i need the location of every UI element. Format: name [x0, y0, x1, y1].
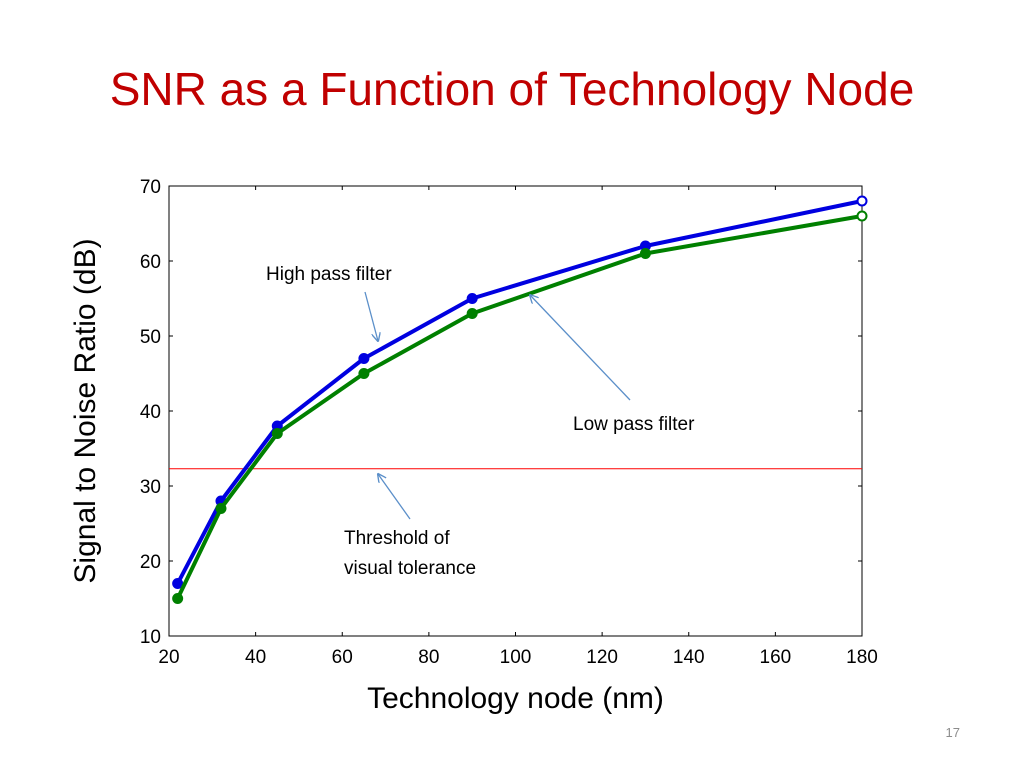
plot-frame [168, 185, 863, 637]
high-pass-point [172, 578, 184, 589]
low-pass-point [358, 368, 370, 379]
x-tick-label: 80 [418, 647, 439, 668]
annotation-layer: High pass filter Low pass filter Thresho… [266, 264, 695, 579]
y-tick-label: 70 [140, 177, 161, 198]
y-tick-label: 60 [140, 252, 161, 273]
high-pass-point [466, 293, 478, 304]
x-tick-label: 120 [586, 647, 618, 668]
high-pass-series-line [175, 199, 863, 585]
low-pass-point [271, 428, 283, 439]
threshold-arrow [378, 474, 411, 520]
y-tick-label: 50 [140, 327, 161, 348]
x-tick-label: 140 [673, 647, 705, 668]
low-pass-point [639, 248, 651, 259]
y-tick-label: 10 [140, 627, 161, 648]
threshold-label-line1: Threshold of [344, 528, 450, 549]
x-tick-label: 160 [760, 647, 792, 668]
low-pass-point [215, 503, 227, 514]
low-pass-point [172, 593, 184, 604]
threshold-label-line2: visual tolerance [344, 558, 476, 579]
low-pass-filter-label: Low pass filter [573, 414, 695, 435]
high-pass-point [856, 195, 868, 207]
y-tick-label: 20 [140, 552, 161, 573]
page-number: 17 [945, 725, 960, 740]
low-pass-filter-arrow [530, 295, 631, 401]
x-tick-label: 180 [846, 647, 878, 668]
high-pass-filter-arrow [364, 291, 378, 341]
high-pass-filter-label: High pass filter [266, 264, 392, 285]
x-tick-label: 100 [500, 647, 532, 668]
series-layer [172, 195, 868, 604]
x-tick-label: 60 [332, 647, 353, 668]
low-pass-point [466, 308, 478, 319]
slide-title: SNR as a Function of Technology Node [109, 63, 915, 115]
y-axis-label: Signal to Noise Ratio (dB) [69, 238, 102, 583]
y-tick-label: 40 [140, 402, 161, 423]
x-axis-label: Technology node (nm) [367, 682, 664, 715]
x-tick-label: 20 [158, 647, 179, 668]
x-tick-label: 40 [245, 647, 266, 668]
low-pass-point [856, 210, 868, 222]
y-tick-label: 30 [140, 477, 161, 498]
high-pass-point [358, 353, 370, 364]
